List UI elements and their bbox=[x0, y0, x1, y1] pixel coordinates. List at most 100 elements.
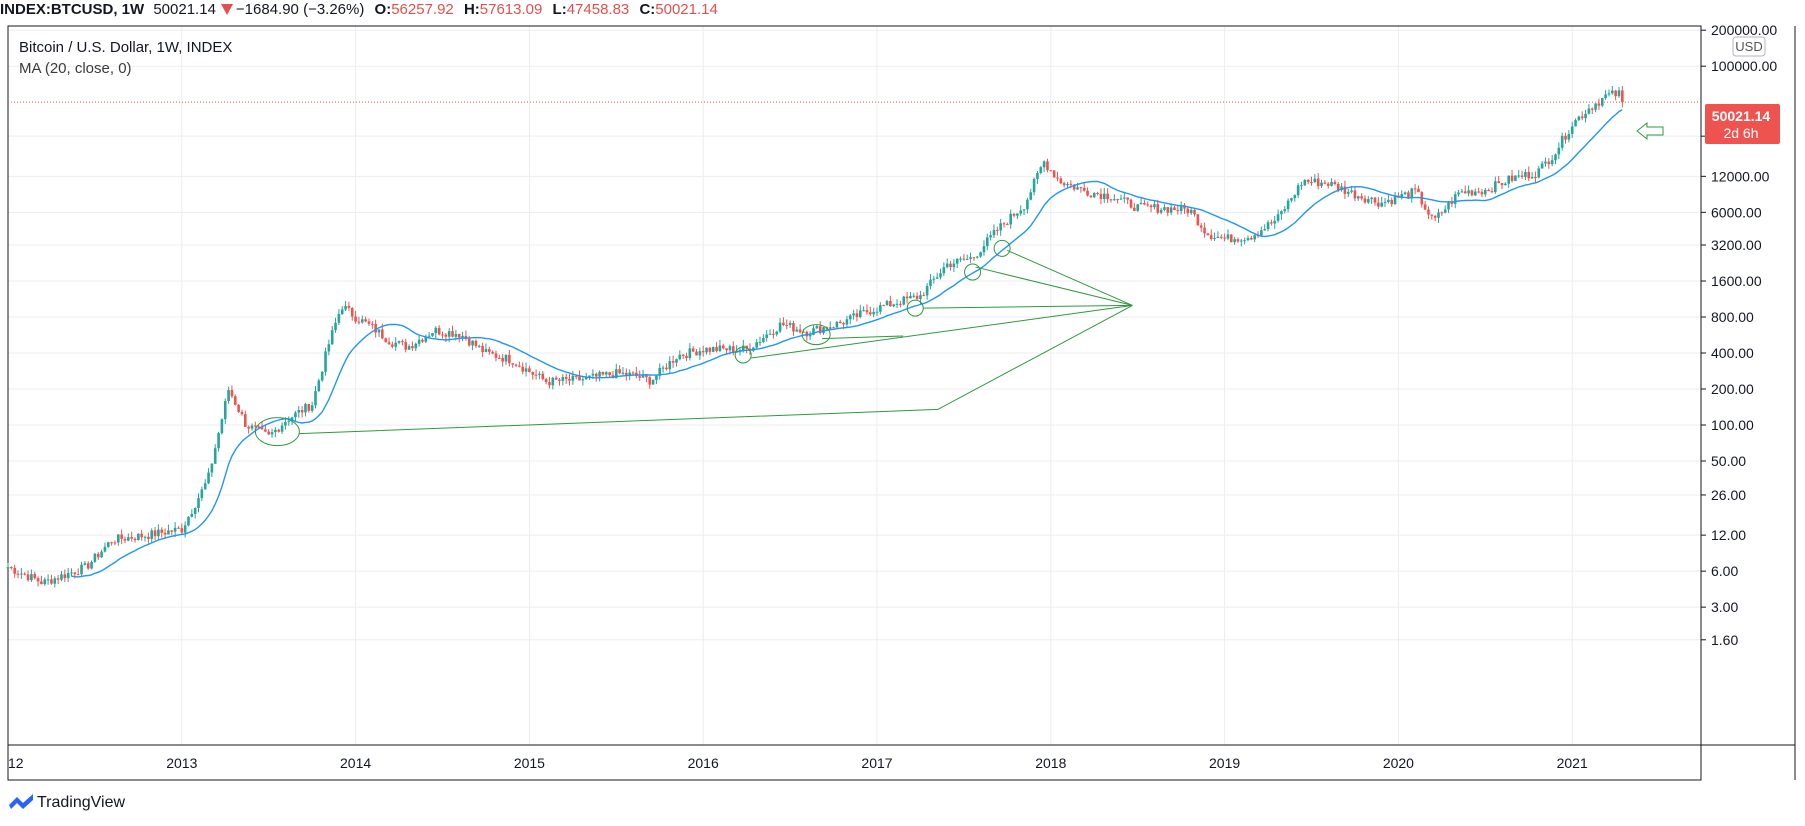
candle bbox=[377, 329, 381, 337]
candle bbox=[895, 299, 899, 309]
candle-body bbox=[715, 347, 718, 352]
candle bbox=[223, 398, 227, 425]
candle bbox=[1550, 155, 1554, 167]
candle bbox=[1497, 175, 1500, 184]
candle bbox=[1119, 194, 1123, 200]
candle-body bbox=[725, 348, 728, 351]
candle bbox=[1457, 189, 1460, 197]
candle bbox=[504, 354, 508, 365]
x-tick-label: 2013 bbox=[166, 755, 197, 771]
candle bbox=[1293, 194, 1297, 202]
candle-body bbox=[491, 351, 494, 354]
candle-body bbox=[354, 316, 357, 322]
candle bbox=[1594, 103, 1597, 113]
candle bbox=[26, 570, 30, 582]
candle-body bbox=[1600, 98, 1604, 106]
candle bbox=[1032, 177, 1036, 196]
y-tick-label: 12.00 bbox=[1711, 527, 1746, 543]
candle bbox=[1377, 196, 1380, 209]
y-tick-label: 200000.00 bbox=[1711, 22, 1777, 38]
candle bbox=[113, 540, 117, 546]
candle-body bbox=[745, 345, 748, 349]
candle-body bbox=[594, 373, 598, 377]
candle-body bbox=[1577, 116, 1581, 121]
y-tick-label: 3200.00 bbox=[1711, 237, 1762, 253]
candle-body bbox=[681, 354, 685, 356]
candle-body bbox=[167, 530, 170, 535]
candle bbox=[1380, 196, 1383, 208]
candle-body bbox=[1393, 195, 1397, 205]
candle bbox=[1564, 132, 1567, 144]
y-tick-label: 400.00 bbox=[1711, 345, 1754, 361]
annotation-circle bbox=[964, 263, 982, 281]
candle-body bbox=[364, 319, 367, 322]
candle bbox=[648, 375, 652, 389]
candle-body bbox=[317, 380, 321, 392]
price-badge-countdown: 2d 6h bbox=[1723, 125, 1758, 141]
candle-body bbox=[93, 553, 97, 562]
candle bbox=[280, 422, 284, 434]
candle-body bbox=[962, 258, 966, 260]
currency-label: USD bbox=[1735, 39, 1762, 54]
candle-body bbox=[434, 327, 438, 334]
candle-body bbox=[992, 229, 996, 236]
candle-body bbox=[1450, 201, 1454, 204]
candle bbox=[1273, 215, 1277, 229]
candle bbox=[170, 529, 174, 536]
candle bbox=[484, 343, 488, 353]
candle bbox=[1022, 209, 1026, 215]
candle-body bbox=[237, 404, 240, 413]
x-tick-label: 12 bbox=[8, 755, 24, 771]
candle-body bbox=[882, 305, 885, 307]
candle bbox=[1403, 191, 1407, 195]
candle bbox=[414, 342, 418, 352]
candle-body bbox=[367, 321, 371, 324]
candle-body bbox=[1497, 181, 1500, 184]
annotation-line bbox=[822, 335, 904, 340]
candle-body bbox=[113, 542, 117, 544]
candle bbox=[66, 567, 70, 583]
annotation-circle bbox=[254, 417, 300, 447]
candle-body bbox=[1113, 199, 1116, 201]
candle bbox=[1353, 186, 1357, 202]
candle bbox=[869, 306, 872, 317]
candle-body bbox=[300, 410, 304, 413]
tradingview-brand[interactable]: TradingView bbox=[8, 793, 125, 812]
candle bbox=[1490, 187, 1494, 194]
candle-body bbox=[912, 295, 916, 297]
candle bbox=[1129, 198, 1133, 209]
candle-body bbox=[16, 573, 20, 575]
chart-title[interactable]: Bitcoin / U.S. Dollar, 1W, INDEX bbox=[19, 39, 233, 56]
candle bbox=[1019, 205, 1023, 216]
candle bbox=[1206, 232, 1210, 236]
symbol-label[interactable]: INDEX:BTCUSD, 1W bbox=[0, 1, 145, 18]
candle bbox=[60, 570, 63, 582]
candle-body bbox=[1587, 108, 1591, 114]
candle bbox=[1260, 226, 1263, 237]
candle-body bbox=[1447, 201, 1450, 210]
candle bbox=[1163, 204, 1166, 212]
candle-body bbox=[1069, 183, 1073, 185]
open-label: O: bbox=[374, 1, 392, 18]
candle bbox=[1360, 193, 1363, 201]
candle-body bbox=[247, 426, 250, 429]
candle-body bbox=[501, 357, 504, 362]
candle-body bbox=[133, 538, 137, 541]
candle bbox=[979, 251, 982, 258]
candle-body bbox=[223, 401, 227, 420]
ma-legend[interactable]: MA (20, close, 0) bbox=[19, 60, 132, 77]
candle-body bbox=[340, 309, 344, 314]
candle-body bbox=[1096, 193, 1099, 195]
candle-body bbox=[1250, 237, 1253, 240]
candle-body bbox=[80, 564, 83, 575]
candle-body bbox=[1470, 190, 1474, 196]
candle-body bbox=[979, 252, 982, 257]
candle-body bbox=[615, 369, 618, 379]
candle bbox=[688, 343, 692, 361]
candle bbox=[6, 562, 10, 569]
candle bbox=[371, 320, 374, 330]
candle bbox=[183, 521, 187, 538]
currency-badge[interactable]: USD bbox=[1732, 36, 1766, 57]
candle bbox=[86, 561, 90, 570]
